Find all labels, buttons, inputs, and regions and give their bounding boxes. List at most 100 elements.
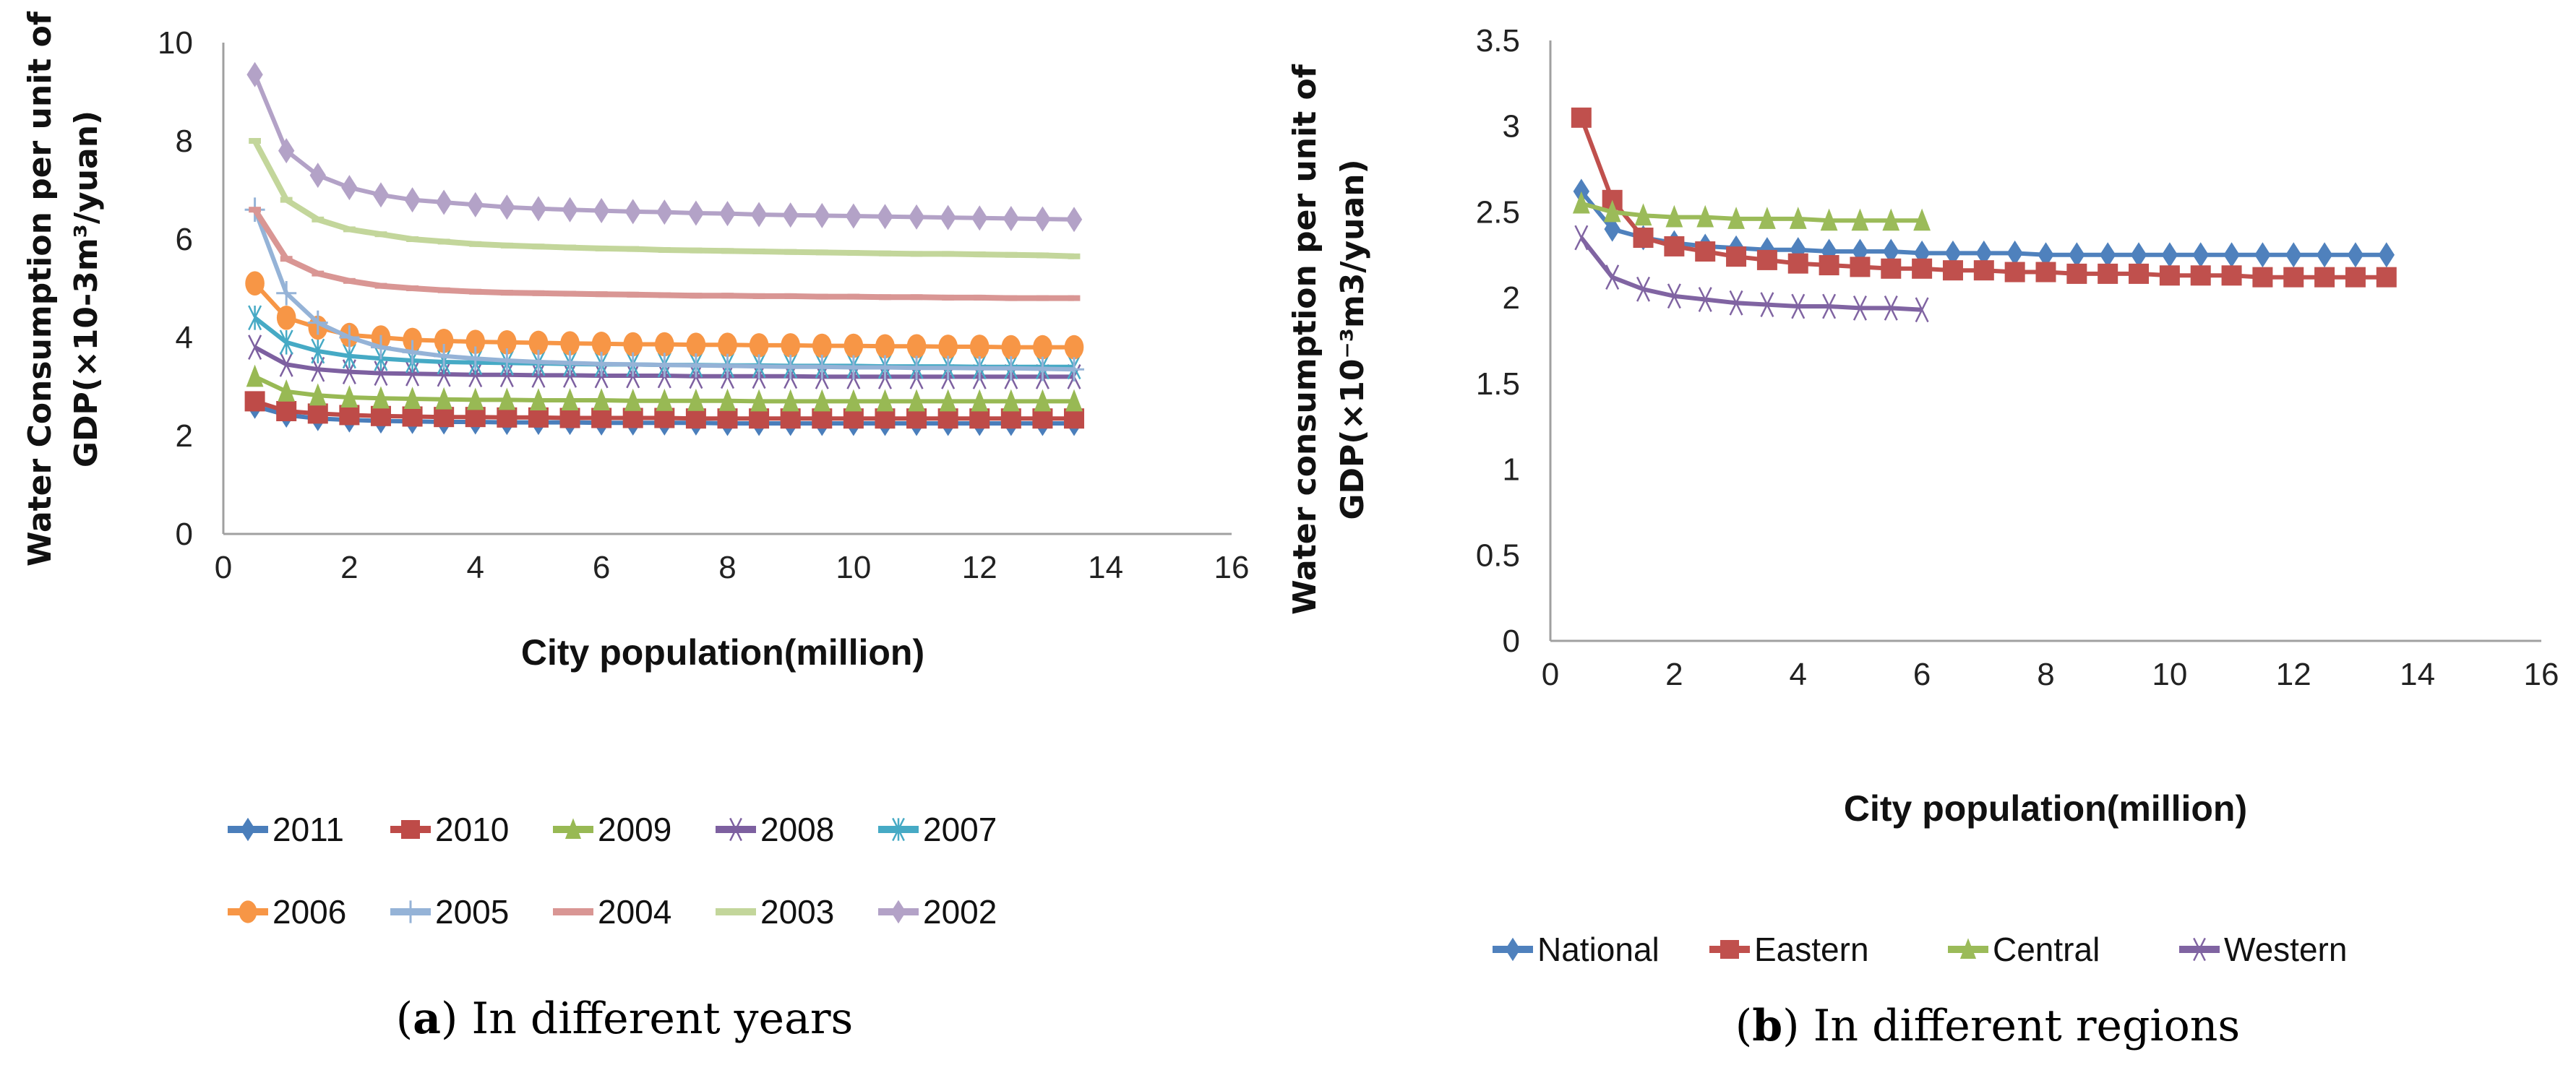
data-point xyxy=(1821,238,1837,264)
data-point xyxy=(564,290,576,297)
y-tick-label: 8 xyxy=(176,124,193,159)
data-point xyxy=(2254,242,2271,268)
data-point xyxy=(1605,264,1620,290)
data-point xyxy=(1068,253,1081,259)
data-point xyxy=(1787,253,1808,274)
data-point xyxy=(406,236,418,242)
data-point xyxy=(1034,389,1052,412)
legend-label: 2008 xyxy=(760,811,834,848)
data-point xyxy=(847,293,860,300)
data-point xyxy=(1036,295,1049,301)
data-point xyxy=(942,251,955,257)
x-tick-label: 4 xyxy=(1790,657,1807,692)
data-point xyxy=(246,364,264,387)
data-point xyxy=(244,391,265,412)
legend-marker-icon xyxy=(564,818,582,839)
data-point xyxy=(246,61,263,87)
data-point xyxy=(875,408,896,429)
data-point xyxy=(530,196,547,222)
data-point xyxy=(717,408,738,429)
caption-open: ( xyxy=(1735,1001,1752,1051)
x-tick-label: 12 xyxy=(962,550,997,585)
data-point xyxy=(1633,228,1654,249)
data-point xyxy=(434,407,455,428)
x-tick-label: 2 xyxy=(340,550,358,585)
data-point xyxy=(1850,256,1871,277)
data-point xyxy=(245,271,265,296)
data-point xyxy=(2004,262,2025,283)
data-point xyxy=(940,204,956,230)
data-point xyxy=(279,352,293,377)
data-point xyxy=(749,333,769,358)
data-point xyxy=(341,175,358,201)
legend-label: National xyxy=(1537,931,1660,968)
data-point xyxy=(843,333,864,358)
data-point xyxy=(403,327,422,353)
data-point xyxy=(814,202,830,228)
data-point xyxy=(1884,296,1898,321)
data-point xyxy=(595,291,608,298)
data-point xyxy=(1729,290,1743,316)
data-point xyxy=(879,250,891,256)
data-point xyxy=(1789,207,1807,229)
data-point xyxy=(939,389,957,412)
series-2006 xyxy=(245,271,1084,360)
legend-label: 2005 xyxy=(435,893,509,931)
legend-item: Western xyxy=(2179,931,2347,968)
data-point xyxy=(374,231,387,238)
data-point xyxy=(1667,283,1681,309)
legend-item: Eastern xyxy=(1709,931,1869,968)
data-point xyxy=(876,389,894,412)
data-point xyxy=(309,163,326,189)
data-point xyxy=(2223,242,2240,268)
data-point xyxy=(624,388,642,411)
legend-item: 2010 xyxy=(390,811,509,848)
data-point xyxy=(1851,208,1869,231)
data-point xyxy=(843,408,864,429)
data-point xyxy=(374,283,387,289)
caption: (b) In different regions xyxy=(1735,1001,2240,1051)
data-point xyxy=(749,354,770,379)
y-tick-label: 0.5 xyxy=(1476,538,1520,573)
data-point xyxy=(2192,242,2209,268)
data-point xyxy=(2038,242,2054,268)
data-point xyxy=(249,207,261,213)
data-point xyxy=(2066,263,2087,284)
data-point xyxy=(875,334,895,359)
legend-item: National xyxy=(1493,931,1660,968)
data-point xyxy=(402,406,423,427)
x-tick-label: 8 xyxy=(718,550,736,585)
data-point xyxy=(249,138,261,144)
data-point xyxy=(469,241,482,247)
data-point xyxy=(937,355,958,380)
data-point xyxy=(339,405,360,426)
legend-marker-icon xyxy=(1959,938,1977,959)
data-point xyxy=(2159,265,2180,286)
data-point xyxy=(564,244,576,251)
data-point xyxy=(562,197,578,223)
data-point xyxy=(311,338,325,364)
data-point xyxy=(343,226,356,233)
data-point xyxy=(370,335,391,360)
data-point xyxy=(2190,265,2211,286)
data-point xyxy=(908,204,925,230)
series-2003 xyxy=(249,138,1081,259)
legend-label: 2009 xyxy=(598,811,671,848)
data-point xyxy=(843,355,864,380)
data-point xyxy=(532,243,545,250)
x-tick-label: 12 xyxy=(2276,657,2311,692)
data-point xyxy=(437,238,450,245)
data-point xyxy=(780,355,801,379)
data-point xyxy=(1068,295,1081,301)
data-point xyxy=(2069,242,2085,268)
x-tick-label: 4 xyxy=(467,550,484,585)
y-tick-label: 3 xyxy=(1503,109,1520,145)
series-National xyxy=(1573,178,2395,268)
data-point xyxy=(528,330,549,355)
data-point xyxy=(1727,207,1745,229)
y-tick-label: 2 xyxy=(1503,280,1520,316)
legend: 2011 2010 2009 2008 2007 2006 2005 2004 2003 2002 xyxy=(228,811,997,931)
x-tick-label: 16 xyxy=(2524,657,2559,692)
legend-label: 2011 xyxy=(272,811,344,848)
y-tick-label: 2 xyxy=(176,418,193,454)
